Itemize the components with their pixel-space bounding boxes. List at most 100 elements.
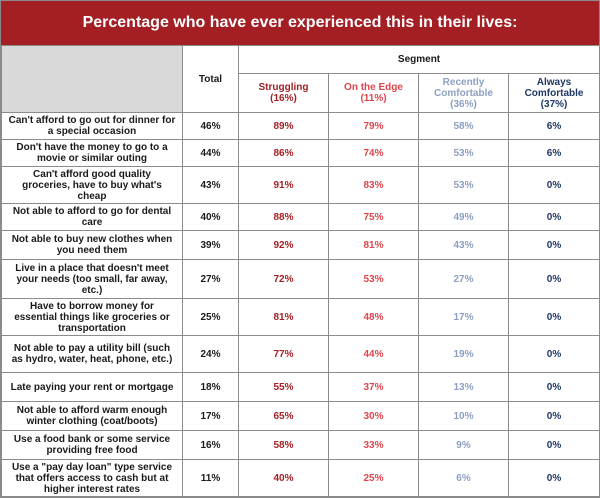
value-recently-comfortable: 58%: [418, 112, 509, 140]
row-total: 11%: [182, 459, 239, 497]
row-total: 18%: [182, 372, 239, 402]
segment-share: (16%): [270, 93, 297, 104]
value-recently-comfortable: 6%: [418, 459, 509, 497]
row-total: 39%: [182, 230, 239, 260]
value-on-the-edge: 53%: [328, 259, 419, 299]
value-recently-comfortable: 10%: [418, 401, 509, 431]
row-total: 40%: [182, 203, 239, 231]
value-on-the-edge: 30%: [328, 401, 419, 431]
segment-share: (37%): [540, 98, 568, 110]
value-recently-comfortable: 53%: [418, 139, 509, 167]
value-always-comfortable: 6%: [507, 112, 600, 140]
value-recently-comfortable: 19%: [418, 335, 509, 373]
value-always-comfortable: 0%: [507, 430, 600, 460]
segment-header-always-comfortable: Always Comfortable (37%): [507, 73, 600, 113]
value-always-comfortable: 0%: [507, 459, 600, 497]
segment-name: Recently Comfortable: [434, 76, 493, 99]
value-always-comfortable: 0%: [507, 298, 600, 336]
value-struggling: 65%: [238, 401, 329, 431]
value-always-comfortable: 0%: [507, 203, 600, 231]
row-total: 27%: [182, 259, 239, 299]
row-label: Can't afford good quality groceries, hav…: [1, 166, 183, 204]
value-on-the-edge: 83%: [328, 166, 419, 204]
value-struggling: 77%: [238, 335, 329, 373]
value-on-the-edge: 81%: [328, 230, 419, 260]
row-label: Use a "pay day loan" type service that o…: [1, 459, 183, 497]
value-recently-comfortable: 43%: [418, 230, 509, 260]
row-label: Not able to pay a utility bill (such as …: [1, 335, 183, 373]
value-struggling: 81%: [238, 298, 329, 336]
row-label: Late paying your rent or mortgage: [1, 372, 183, 402]
value-struggling: 91%: [238, 166, 329, 204]
table-row: Use a "pay day loan" type service that o…: [1, 459, 600, 497]
value-always-comfortable: 0%: [507, 401, 600, 431]
row-total: 17%: [182, 401, 239, 431]
value-on-the-edge: 79%: [328, 112, 419, 140]
table-row: Can't afford to go out for dinner for a …: [1, 112, 600, 140]
segment-name: Always Comfortable: [524, 76, 584, 99]
row-total: 43%: [182, 166, 239, 204]
row-total: 46%: [182, 112, 239, 140]
value-recently-comfortable: 13%: [418, 372, 509, 402]
row-label: Not able to buy new clothes when you nee…: [1, 230, 183, 260]
value-recently-comfortable: 49%: [418, 203, 509, 231]
header-segment: Segment: [237, 45, 600, 74]
value-on-the-edge: 25%: [328, 459, 419, 497]
value-struggling: 92%: [238, 230, 329, 260]
value-recently-comfortable: 53%: [418, 166, 509, 204]
value-struggling: 58%: [238, 430, 329, 460]
row-label: Live in a place that doesn't meet your n…: [1, 259, 183, 299]
value-struggling: 89%: [238, 112, 329, 140]
data-table: Total Segment Struggling (16%) On the Ed…: [1, 45, 600, 497]
row-total: 24%: [182, 335, 239, 373]
table-row: Not able to buy new clothes when you nee…: [1, 230, 600, 260]
value-always-comfortable: 0%: [507, 335, 600, 373]
header-blank-cell: [1, 45, 183, 113]
row-label: Can't afford to go out for dinner for a …: [1, 112, 183, 140]
row-total: 44%: [182, 139, 239, 167]
row-label: Use a food bank or some service providin…: [1, 430, 183, 460]
value-struggling: 40%: [238, 459, 329, 497]
value-always-comfortable: 0%: [507, 166, 600, 204]
value-on-the-edge: 33%: [328, 430, 419, 460]
value-on-the-edge: 75%: [328, 203, 419, 231]
table-row: Not able to pay a utility bill (such as …: [1, 335, 600, 373]
value-always-comfortable: 6%: [507, 139, 600, 167]
value-struggling: 55%: [238, 372, 329, 402]
value-struggling: 86%: [238, 139, 329, 167]
row-label: Not able to afford to go for dental care: [1, 203, 183, 231]
row-total: 16%: [182, 430, 239, 460]
segment-header-on-the-edge: On the Edge (11%): [328, 73, 419, 113]
table-row: Can't afford good quality groceries, hav…: [1, 166, 600, 204]
table-row: Don't have the money to go to a movie or…: [1, 139, 600, 167]
header-total: Total: [182, 45, 239, 113]
table-row: Not able to afford warm enough winter cl…: [1, 401, 600, 431]
value-always-comfortable: 0%: [507, 259, 600, 299]
value-on-the-edge: 74%: [328, 139, 419, 167]
value-always-comfortable: 0%: [507, 372, 600, 402]
table-row: Live in a place that doesn't meet your n…: [1, 259, 600, 299]
table-row: Have to borrow money for essential thing…: [1, 298, 600, 336]
value-recently-comfortable: 17%: [418, 298, 509, 336]
segment-header-struggling: Struggling (16%): [238, 73, 329, 113]
value-always-comfortable: 0%: [507, 230, 600, 260]
value-on-the-edge: 44%: [328, 335, 419, 373]
table-row: Late paying your rent or mortgage 18% 55…: [1, 372, 600, 402]
table-row: Use a food bank or some service providin…: [1, 430, 600, 460]
segment-name: On the Edge: [344, 82, 403, 93]
value-struggling: 88%: [238, 203, 329, 231]
segment-share: (36%): [450, 98, 477, 110]
row-label: Don't have the money to go to a movie or…: [1, 139, 183, 167]
value-on-the-edge: 48%: [328, 298, 419, 336]
table-row: Not able to afford to go for dental care…: [1, 203, 600, 231]
segment-share: (11%): [360, 93, 387, 104]
row-total: 25%: [182, 298, 239, 336]
segment-name: Struggling: [258, 82, 309, 93]
value-on-the-edge: 37%: [328, 372, 419, 402]
segment-header-recently-comfortable: Recently Comfortable (36%): [418, 73, 509, 113]
value-recently-comfortable: 27%: [418, 259, 509, 299]
row-label: Have to borrow money for essential thing…: [1, 298, 183, 336]
value-struggling: 72%: [238, 259, 329, 299]
row-label: Not able to afford warm enough winter cl…: [1, 401, 183, 431]
